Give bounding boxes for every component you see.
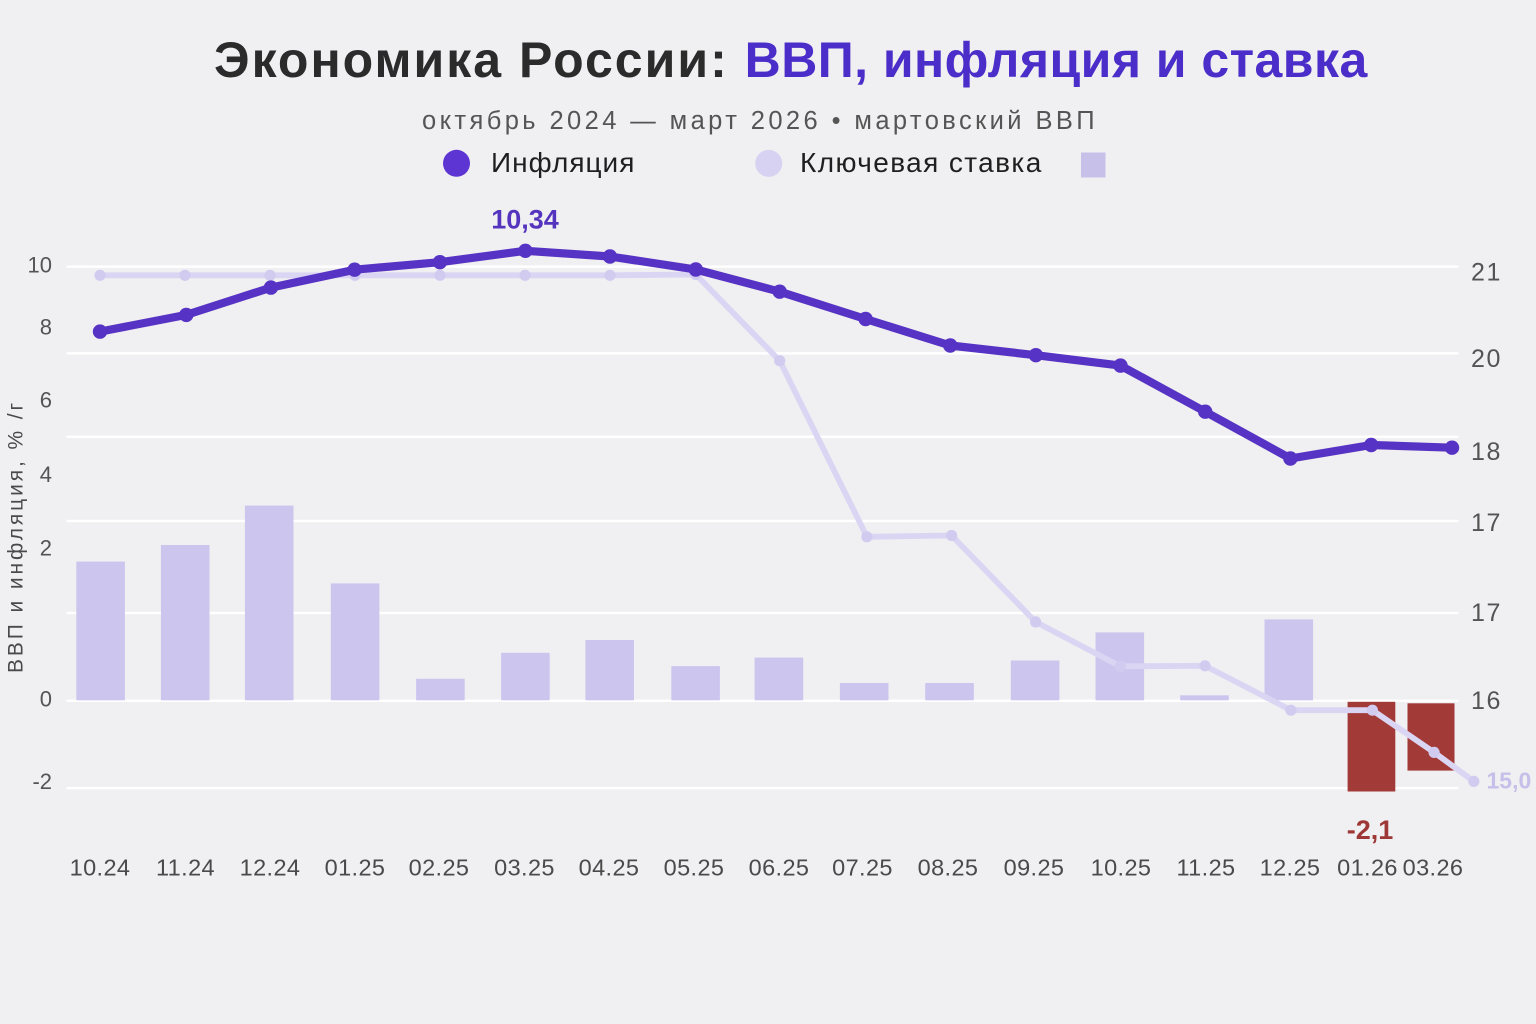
svg-text:08.25: 08.25 bbox=[918, 855, 979, 881]
svg-text:6: 6 bbox=[40, 388, 52, 413]
svg-text:10.25: 10.25 bbox=[1091, 855, 1152, 881]
svg-text:07.25: 07.25 bbox=[832, 855, 893, 881]
svg-text:10.24: 10.24 bbox=[70, 855, 131, 881]
svg-text:11.25: 11.25 bbox=[1176, 855, 1235, 881]
svg-text:06.25: 06.25 bbox=[749, 855, 810, 881]
svg-text:4: 4 bbox=[40, 462, 52, 487]
svg-text:16: 16 bbox=[1471, 687, 1502, 715]
svg-text:17: 17 bbox=[1471, 509, 1502, 537]
svg-text:01.25: 01.25 bbox=[325, 855, 386, 881]
svg-text:8: 8 bbox=[40, 314, 52, 339]
svg-text:11.24: 11.24 bbox=[156, 855, 215, 881]
svg-text:Ключевая ставка: Ключевая ставка bbox=[800, 147, 1043, 178]
svg-text:01.26: 01.26 bbox=[1337, 855, 1398, 881]
svg-text:20: 20 bbox=[1471, 345, 1502, 373]
svg-text:15,0: 15,0 bbox=[1487, 768, 1532, 794]
svg-text:10,34: 10,34 bbox=[491, 205, 559, 235]
svg-text:03.25: 03.25 bbox=[494, 855, 555, 881]
svg-text:02.25: 02.25 bbox=[409, 855, 470, 881]
svg-text:Инфляция: Инфляция bbox=[491, 147, 635, 178]
svg-text:12.24: 12.24 bbox=[240, 855, 301, 881]
svg-text:12.25: 12.25 bbox=[1260, 855, 1321, 881]
svg-text:18: 18 bbox=[1471, 438, 1502, 466]
svg-text:ВВП и инфляция, % /г: ВВП и инфляция, % /г bbox=[5, 400, 28, 673]
svg-text:-2,1: -2,1 bbox=[1347, 815, 1394, 845]
svg-text:21: 21 bbox=[1471, 259, 1502, 287]
svg-text:04.25: 04.25 bbox=[579, 855, 640, 881]
svg-text:03.26: 03.26 bbox=[1403, 855, 1464, 881]
svg-text:октябрь 2024 — март 2026 • мар: октябрь 2024 — март 2026 • мартовский ВВ… bbox=[422, 107, 1098, 135]
svg-text:0: 0 bbox=[40, 686, 52, 711]
svg-text:09.25: 09.25 bbox=[1004, 855, 1065, 881]
svg-text:2: 2 bbox=[40, 535, 52, 560]
svg-text:10: 10 bbox=[28, 252, 52, 277]
svg-text:Экономика России: ВВП, инфляци: Экономика России: ВВП, инфляция и ставка bbox=[214, 32, 1368, 88]
svg-text:-2: -2 bbox=[32, 769, 52, 794]
svg-text:05.25: 05.25 bbox=[664, 855, 725, 881]
svg-text:17: 17 bbox=[1471, 599, 1502, 627]
